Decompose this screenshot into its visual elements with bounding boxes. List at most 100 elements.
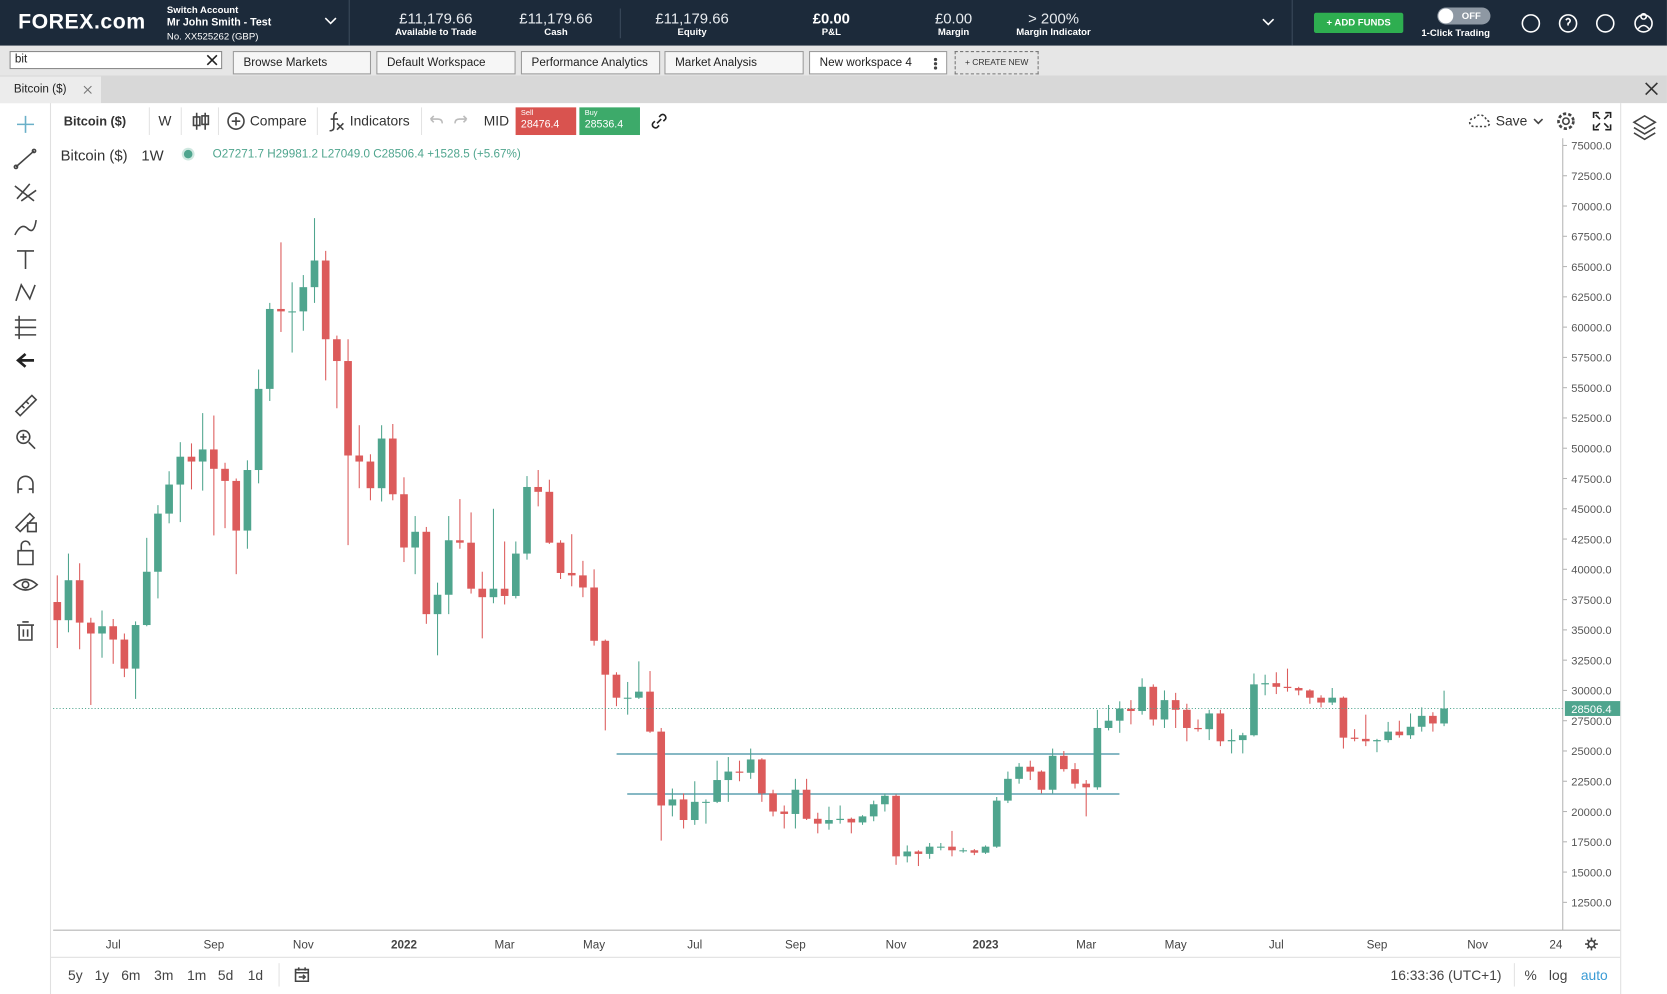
candle-body	[534, 486, 543, 492]
instrument-tab[interactable]	[0, 76, 101, 104]
x-tick-label: 2023	[973, 938, 1000, 951]
candle-body	[1272, 683, 1281, 687]
icon-part	[1637, 13, 1650, 30]
y-tick-label: 30000.0	[1571, 686, 1611, 698]
candle-body	[925, 846, 934, 854]
chart-type-button[interactable]	[191, 111, 210, 132]
x-tick-label: Jul	[106, 938, 121, 951]
indicators-button[interactable]: Indicators	[349, 112, 410, 129]
sell-button[interactable]	[515, 107, 577, 136]
separator	[348, 0, 350, 46]
range-button[interactable]: 5y	[68, 967, 83, 984]
separator	[619, 8, 621, 39]
buy-price: 28536.4	[584, 119, 624, 131]
indicators-icon[interactable]	[326, 111, 345, 132]
candle-body	[981, 846, 990, 853]
candle-body	[1283, 686, 1292, 689]
drawing-tools[interactable]	[11, 112, 41, 644]
candle-body	[1261, 683, 1269, 685]
range-button[interactable]: 5d	[217, 967, 234, 984]
candle-body	[579, 575, 587, 588]
candle-body	[1115, 708, 1124, 721]
search-clear[interactable]	[206, 54, 218, 66]
add-funds-button[interactable]: + ADD FUNDS	[1313, 12, 1404, 33]
workspace-tab[interactable]: Performance Analytics	[520, 51, 661, 75]
sell-label: Sell	[520, 109, 534, 117]
axis-settings-button[interactable]	[1585, 937, 1598, 951]
fullscreen-button[interactable]	[1592, 111, 1612, 131]
search-input[interactable]: bit	[9, 51, 223, 70]
x-tick-label: Sep	[785, 938, 806, 951]
candle-body	[422, 531, 431, 615]
date-range-button[interactable]	[293, 966, 310, 983]
account-name: Mr John Smith - Test	[166, 17, 272, 29]
candle-body	[1082, 783, 1091, 788]
x-tick-label: Nov	[293, 938, 314, 951]
x-tick-label: May	[583, 938, 605, 951]
candle-body	[713, 780, 721, 802]
stat-value: £11,179.66	[519, 9, 593, 27]
candle-body	[791, 789, 800, 814]
candle-body	[914, 851, 923, 854]
switch-account[interactable]: Switch Account	[166, 4, 239, 15]
tab-menu[interactable]	[933, 57, 938, 70]
buy-label: Buy	[584, 109, 598, 117]
candle-body	[635, 691, 643, 698]
candle-body	[1004, 778, 1012, 801]
interval-button[interactable]: W	[158, 112, 172, 129]
candle-body	[903, 851, 912, 857]
range-button[interactable]: 1y	[94, 967, 110, 984]
candle-body	[489, 588, 498, 598]
stats-chevron[interactable]	[1262, 18, 1275, 27]
undo-redo[interactable]	[427, 114, 470, 129]
settings-button[interactable]	[1556, 112, 1575, 131]
panel-close[interactable]	[1645, 82, 1658, 96]
icon-part	[1645, 82, 1658, 96]
price-type[interactable]: MID	[483, 112, 510, 129]
candle-body	[1216, 713, 1225, 742]
candle-body	[411, 531, 419, 548]
workspace-tab[interactable]: Market Analysis	[664, 51, 804, 75]
candle-body	[120, 639, 129, 669]
left-toolbar-border	[49, 103, 52, 994]
layers-button[interactable]	[1632, 114, 1657, 142]
workspace-tab[interactable]: Browse Markets	[232, 51, 372, 75]
range-button[interactable]: 3m	[154, 967, 174, 984]
x-tick-label: 24	[1549, 938, 1563, 951]
x-tick-label: Sep	[203, 938, 224, 951]
range-button[interactable]: 1m	[187, 967, 207, 984]
header-icons[interactable]	[1520, 13, 1658, 34]
range-button[interactable]: 6m	[121, 967, 141, 984]
separator	[420, 107, 423, 136]
auto-toggle[interactable]: auto	[1580, 967, 1608, 984]
workspace-tab[interactable]: Default Workspace	[376, 51, 516, 75]
logo[interactable]: FOREX.com	[18, 10, 146, 35]
icon-part	[31, 148, 37, 154]
icon-part	[329, 111, 344, 132]
save-chevron[interactable]	[1533, 118, 1544, 125]
icon-part	[21, 580, 30, 589]
icon-part	[1565, 17, 1571, 26]
link-button[interactable]	[650, 112, 669, 131]
buy-button[interactable]	[579, 107, 640, 136]
icon-part	[1561, 117, 1570, 126]
compare-icon[interactable]	[226, 112, 245, 131]
workspace-tab[interactable]: New workspace 4	[809, 51, 948, 75]
account-chevron[interactable]	[324, 17, 337, 26]
save-button[interactable]: Save	[1495, 112, 1528, 129]
create-new-button[interactable]: + CREATE NEW	[954, 51, 1039, 75]
candle-body	[1306, 690, 1314, 698]
stat-label: P&L	[821, 26, 841, 38]
icon-part	[15, 283, 36, 302]
candle-body	[511, 553, 520, 596]
instrument-tab-close[interactable]	[83, 85, 92, 94]
percent-toggle[interactable]: %	[1524, 967, 1537, 984]
candle-body	[131, 625, 140, 669]
log-toggle[interactable]: log	[1548, 967, 1568, 984]
candle-body	[959, 850, 967, 852]
candle-body	[1160, 700, 1169, 720]
symbol-label[interactable]: Bitcoin ($)	[63, 113, 127, 129]
candle-body	[187, 456, 196, 462]
range-button[interactable]: 1d	[247, 967, 264, 984]
compare-button[interactable]: Compare	[249, 112, 307, 129]
